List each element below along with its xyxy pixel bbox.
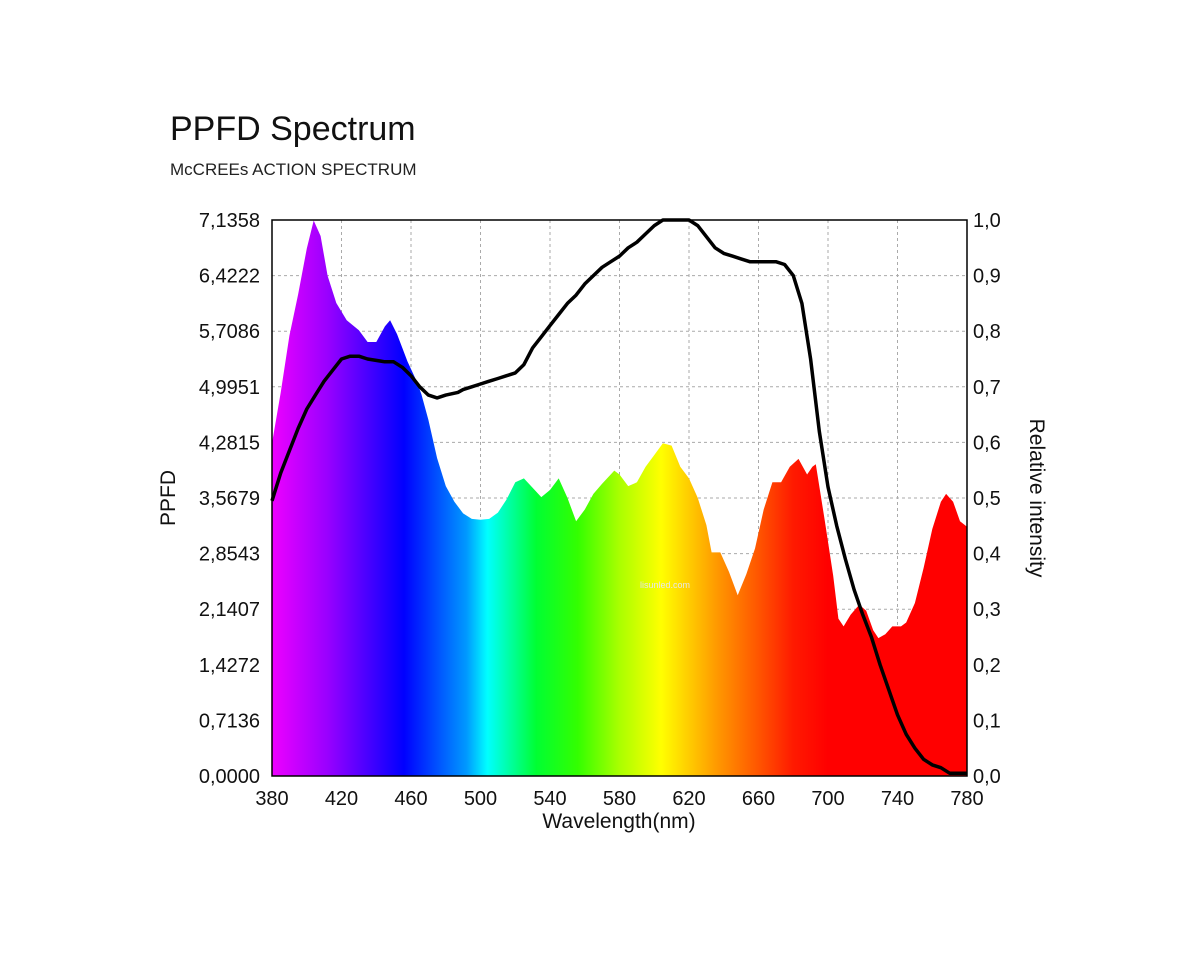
chart-title: PPFD Spectrum (170, 110, 416, 148)
y-tick-label: 1,4272 (199, 655, 260, 677)
x-tick-label: 500 (464, 788, 497, 810)
y-tick-label: 0,7136 (199, 710, 260, 732)
x-axis-ticks: 380 420 460 500 540 580 620 660 700 740 780 (255, 788, 983, 810)
y-tick-label: 6,4222 (199, 266, 260, 288)
x-tick-label: 540 (533, 788, 566, 810)
watermark-text: lisunled.com (640, 580, 690, 590)
chart-subtitle: McCREEs ACTION SPECTRUM (170, 160, 417, 179)
x-tick-label: 700 (811, 788, 844, 810)
y-tick-label: 5,7086 (199, 321, 260, 343)
x-tick-label: 780 (950, 788, 983, 810)
x-tick-label: 580 (603, 788, 636, 810)
x-axis-title: Wavelength(nm) (542, 810, 695, 833)
y2-tick-label: 0,2 (973, 655, 1001, 677)
y-tick-label: 4,2815 (199, 432, 260, 454)
y-tick-label: 3,5679 (199, 488, 260, 510)
y-axis-title: PPFD (157, 470, 180, 526)
y-tick-label: 7,1358 (199, 210, 260, 232)
y-tick-label: 4,9951 (199, 377, 260, 399)
y2-tick-label: 0,7 (973, 377, 1001, 399)
y2-tick-label: 0,0 (973, 766, 1001, 788)
y-axis-ticks: 0,0000 0,7136 1,4272 2,1407 2,8543 3,5679 4,28… (199, 210, 260, 788)
y2-tick-label: 0,6 (973, 432, 1001, 454)
ppfd-spectrum-area (272, 220, 967, 776)
x-tick-label: 380 (255, 788, 288, 810)
relative-intensity-line (270, 218, 967, 775)
y2-axis-ticks: 0,0 0,1 0,2 0,3 0,4 0,5 0,6 0,7 0,8 0,9 1,0 (973, 210, 1001, 788)
y-tick-label: 2,1407 (199, 599, 260, 621)
y-tick-label: 2,8543 (199, 544, 260, 566)
y-tick-label: 0,0000 (199, 766, 260, 788)
y2-tick-label: 0,4 (973, 544, 1001, 566)
y2-tick-label: 0,3 (973, 599, 1001, 621)
x-tick-label: 620 (672, 788, 705, 810)
y2-axis-title: Relative intensity (1025, 419, 1048, 578)
y2-tick-label: 0,5 (973, 488, 1001, 510)
y2-tick-label: 0,9 (973, 266, 1001, 288)
x-tick-label: 660 (742, 788, 775, 810)
x-tick-label: 420 (325, 788, 358, 810)
y2-tick-label: 1,0 (973, 210, 1001, 232)
y2-tick-label: 0,1 (973, 710, 1001, 732)
x-tick-label: 740 (881, 788, 914, 810)
x-tick-label: 460 (394, 788, 427, 810)
y2-tick-label: 0,8 (973, 321, 1001, 343)
plot-frame (271, 219, 968, 777)
